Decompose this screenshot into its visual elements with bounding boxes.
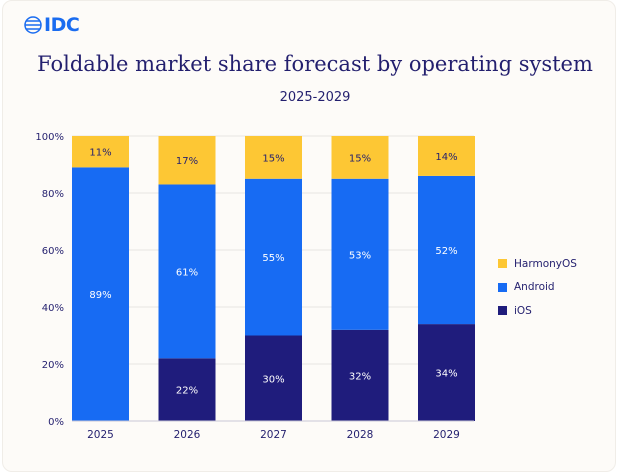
bar-segment-ios: [158, 358, 216, 421]
data-label: 34%: [435, 369, 457, 380]
data-label: 53%: [349, 250, 371, 261]
x-tick-label: 2029: [433, 429, 460, 441]
y-tick-label: 60%: [42, 246, 64, 257]
legend-item-android: Android: [498, 276, 577, 300]
data-label: 17%: [176, 156, 198, 167]
chart-title: Foldable market share forecast by operat…: [37, 52, 593, 76]
bar-segment-harmonyos: [245, 136, 302, 179]
x-tick-label: 2025: [87, 429, 114, 441]
y-tick-label: 0%: [48, 417, 64, 428]
bar-segment-ios: [418, 324, 475, 421]
bar-segment-android: [158, 184, 216, 359]
data-label: 22%: [176, 386, 198, 397]
data-label: 15%: [262, 153, 284, 164]
bar-segment-harmonyos: [331, 136, 389, 179]
data-label: 55%: [262, 253, 284, 264]
y-tick-label: 40%: [42, 303, 64, 314]
bar-segment-ios: [331, 329, 389, 421]
bar-segment-harmonyos: [418, 136, 475, 176]
bar-segment-android: [331, 178, 389, 330]
bar-segment-harmonyos: [72, 136, 129, 168]
data-label: 14%: [435, 152, 457, 163]
legend-item-harmonyos: HarmonyOS: [498, 252, 577, 276]
logo-text: IDC: [44, 14, 80, 36]
data-label: 30%: [262, 374, 284, 385]
data-label: 89%: [89, 290, 111, 301]
legend-swatch: [498, 259, 507, 269]
idc-logo: IDC: [24, 14, 80, 36]
data-label: 32%: [349, 371, 371, 382]
legend-swatch: [498, 306, 507, 316]
y-tick-label: 20%: [42, 360, 64, 371]
data-label: 11%: [89, 148, 111, 159]
globe-icon: [24, 16, 42, 34]
x-tick-label: 2026: [174, 429, 201, 441]
bar-segment-android: [418, 175, 475, 325]
legend-swatch: [498, 282, 507, 292]
data-label: 61%: [176, 267, 198, 278]
data-label: 15%: [349, 153, 371, 164]
y-tick-label: 100%: [35, 132, 64, 143]
chart-subtitle: 2025-2029: [279, 90, 351, 105]
bar-segment-android: [72, 167, 129, 421]
y-tick-label: 80%: [42, 189, 64, 200]
data-label: 52%: [435, 246, 457, 257]
x-tick-label: 2028: [347, 429, 374, 441]
bar-segment-harmonyos: [158, 136, 216, 185]
x-tick-label: 2027: [260, 429, 287, 441]
legend-item-ios: iOS: [498, 299, 577, 323]
legend-label: Android: [514, 281, 555, 294]
legend-label: iOS: [514, 304, 532, 317]
bar-segment-ios: [245, 335, 302, 421]
bar-segment-android: [245, 178, 302, 336]
legend: HarmonyOS Android iOS: [498, 252, 577, 323]
legend-label: HarmonyOS: [514, 257, 577, 270]
